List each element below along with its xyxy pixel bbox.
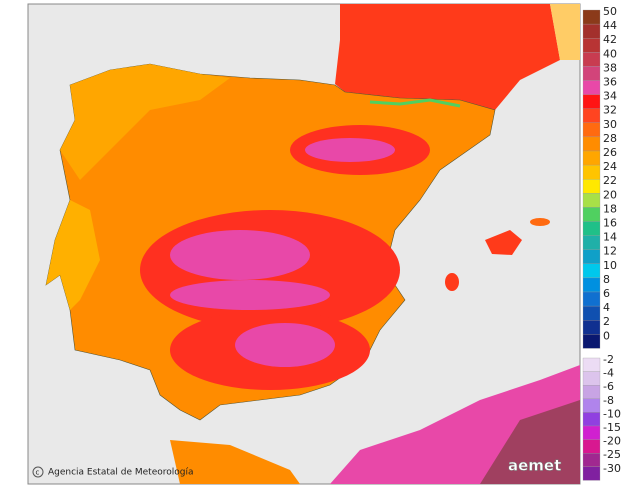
morocco [170,440,300,484]
legend-swatch [582,108,601,123]
legend-label: 40 [603,47,617,60]
footer: c Agencia Estatal de Meteorología aemet [32,456,562,478]
legend-label: 4 [603,301,610,314]
ebro-core [305,138,395,162]
legend-label: 16 [603,217,617,230]
legend-label: 0 [603,329,610,342]
legend-swatch [582,385,601,399]
logo: aemet [508,457,561,475]
legend-label: 12 [603,245,617,258]
legend-swatch [582,221,601,236]
very-hot-area [170,280,330,310]
legend-swatch [582,466,601,481]
legend-swatch [582,439,601,454]
legend-swatch [582,193,601,208]
legend-label: -20 [603,435,621,448]
legend-swatch [582,179,601,194]
legend-label: -6 [603,380,614,393]
legend-swatch [582,263,601,279]
legend-swatch [582,398,601,413]
legend-swatch [582,80,601,95]
france-east [550,4,580,60]
legend-label: 34 [603,90,617,103]
africa-interior [480,400,580,484]
legend-label: 14 [603,231,617,244]
legend-swatch [582,9,601,25]
legend-label: 38 [603,61,617,74]
pyrenees [369,98,461,108]
france [335,4,560,110]
legend-swatch [582,235,601,250]
legend-swatch [582,136,601,152]
menorca [530,218,550,226]
legend-label: 10 [603,259,617,272]
legend-swatch [582,291,601,307]
legend-swatch [582,453,601,467]
legend: 5044424038363432302826242220181614121086… [582,5,621,481]
legend-label: -30 [603,462,621,475]
legend-swatch [582,412,601,427]
legend-swatch [582,66,601,81]
legend-label: -15 [603,421,621,434]
legend-label: 24 [603,160,617,173]
very-hot-area [170,230,310,280]
legend-label: 36 [603,76,617,89]
legend-swatch [582,357,601,372]
legend-label: -8 [603,394,614,407]
very-hot-area [235,323,335,367]
legend-label: 26 [603,146,617,159]
legend-label: 44 [603,19,617,32]
legend-swatch [582,334,601,349]
legend-swatch [582,207,601,222]
legend-swatch [582,94,601,109]
legend-label: 2 [603,315,610,328]
legend-label: 20 [603,188,617,201]
legend-label: 28 [603,132,617,145]
legend-label: 50 [603,5,617,18]
copyright-icon [32,466,44,478]
legend-label: 22 [603,174,617,187]
legend-swatch [582,277,601,293]
legend-label: 30 [603,118,617,131]
credit: Agencia Estatal de Meteorología [48,468,194,478]
legend-swatch [582,320,601,335]
mallorca [485,230,522,255]
legend-swatch [582,52,601,67]
legend-swatch [582,371,601,386]
legend-label: 18 [603,202,617,215]
legend-label: 32 [603,104,617,117]
legend-swatch [582,38,601,53]
legend-label: 6 [603,287,610,300]
legend-swatch [582,23,601,39]
legend-swatch [582,150,601,166]
legend-swatch [582,305,601,321]
legend-label: -2 [603,353,614,366]
legend-label: -4 [603,367,614,380]
portugal-coast [46,200,100,310]
legend-label: 8 [603,273,610,286]
legend-label: -10 [603,407,621,420]
map-land [45,4,580,484]
legend-label: 42 [603,33,617,46]
legend-swatch [582,122,601,138]
legend-swatch [582,164,601,180]
legend-swatch [582,249,601,264]
legend-label: -25 [603,448,621,461]
ibiza [445,273,459,291]
legend-swatch [582,425,601,440]
copyright-symbol: c [36,469,40,477]
northwest [60,64,230,180]
